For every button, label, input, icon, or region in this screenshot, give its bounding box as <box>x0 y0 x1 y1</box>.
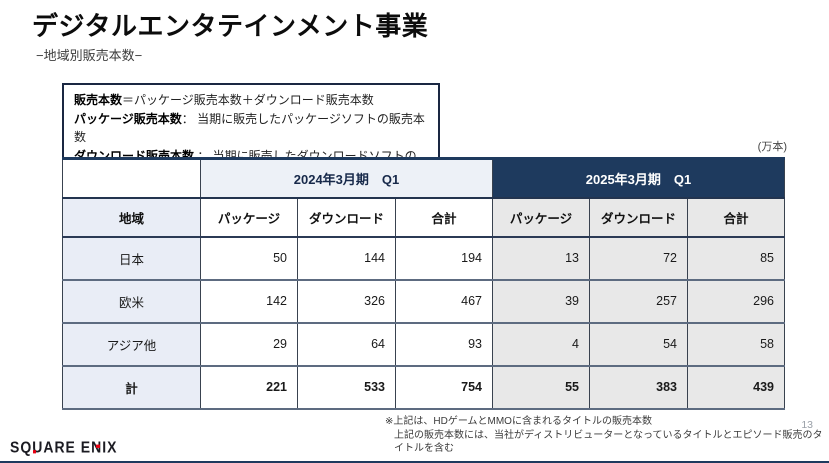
table-row-total: 計 221 533 754 55 383 439 <box>62 365 785 410</box>
definition-line-1: 販売本数＝パッケージ販売本数＋ダウンロード販売本数 <box>74 91 428 110</box>
value-cell: 72 <box>589 236 688 281</box>
period-header-row: 2024年3月期 Q1 2025年3月期 Q1 <box>62 157 785 199</box>
value-cell: 439 <box>687 365 785 410</box>
value-cell: 29 <box>200 322 298 367</box>
logo-red-accent-icon <box>33 450 36 454</box>
period-header-2024: 2024年3月期 Q1 <box>200 157 493 199</box>
region-label: 日本 <box>62 236 201 281</box>
column-header-download-2025: ダウンロード <box>589 197 688 238</box>
footnote-line-2: 上記の販売本数には、当社がディストリビューターとなっているタイトルとエピソード販… <box>394 429 823 455</box>
footnote: ※上記は、HDゲームとMMOに含まれるタイトルの販売本数 上記の販売本数には、当… <box>385 415 829 456</box>
page-number: 13 <box>801 419 813 431</box>
value-cell: 221 <box>200 365 298 410</box>
table-row-asia-other: アジア他 29 64 93 4 54 58 <box>62 322 785 367</box>
column-header-package-2024: パッケージ <box>200 197 298 238</box>
squareenix-logo: SQUARE ENIX <box>10 438 117 456</box>
value-cell: 39 <box>492 279 590 324</box>
value-cell: 754 <box>395 365 493 410</box>
value-cell: 64 <box>297 322 396 367</box>
value-cell: 4 <box>492 322 590 367</box>
definition-line-2: パッケージ販売本数： 当期に販売したパッケージソフトの販売本数 <box>74 110 428 147</box>
definition-term-2: パッケージ販売本数 <box>74 111 182 126</box>
value-cell: 533 <box>297 365 396 410</box>
value-cell: 93 <box>395 322 493 367</box>
definition-text-2: ： 当期に販売したパッケージソフトの販売本数 <box>74 111 425 145</box>
value-cell: 54 <box>589 322 688 367</box>
regional-sales-table: 2024年3月期 Q1 2025年3月期 Q1 地域 パッケージ ダウンロード … <box>62 157 785 410</box>
column-header-total-2025: 合計 <box>687 197 785 238</box>
value-cell: 383 <box>589 365 688 410</box>
table-row-west: 欧米 142 326 467 39 257 296 <box>62 279 785 324</box>
value-cell: 142 <box>200 279 298 324</box>
value-cell: 296 <box>687 279 785 324</box>
value-cell: 257 <box>589 279 688 324</box>
region-label: 欧米 <box>62 279 201 324</box>
bottom-divider <box>0 461 829 463</box>
value-cell: 58 <box>687 322 785 367</box>
value-cell: 50 <box>200 236 298 281</box>
page-subtitle: −地域別販売本数− <box>36 48 143 63</box>
column-header-total-2024: 合計 <box>395 197 493 238</box>
column-header-package-2025: パッケージ <box>492 197 590 238</box>
unit-label: (万本) <box>757 141 787 153</box>
table-corner-cell <box>62 157 201 199</box>
definition-term-1: 販売本数 <box>74 93 123 107</box>
squareenix-logo-text: SQUARE ENIX <box>10 438 118 456</box>
value-cell: 194 <box>395 236 493 281</box>
value-cell: 144 <box>297 236 396 281</box>
column-header-region: 地域 <box>62 197 201 238</box>
column-header-row: 地域 パッケージ ダウンロード 合計 パッケージ ダウンロード 合計 <box>62 197 785 238</box>
value-cell: 467 <box>395 279 493 324</box>
footnote-line-1: ※上記は、HDゲームとMMOに含まれるタイトルの販売本数 <box>385 416 652 427</box>
value-cell: 85 <box>687 236 785 281</box>
logo-red-accent-icon <box>96 444 100 448</box>
period-header-2025: 2025年3月期 Q1 <box>492 157 785 199</box>
table-row-japan: 日本 50 144 194 13 72 85 <box>62 236 785 281</box>
region-label-total: 計 <box>62 365 201 410</box>
column-header-download-2024: ダウンロード <box>297 197 396 238</box>
value-cell: 55 <box>492 365 590 410</box>
page-title: デジタルエンタテインメント事業 <box>32 11 429 41</box>
region-label: アジア他 <box>62 322 201 367</box>
value-cell: 326 <box>297 279 396 324</box>
value-cell: 13 <box>492 236 590 281</box>
definition-text-1: ＝パッケージ販売本数＋ダウンロード販売本数 <box>122 93 374 107</box>
